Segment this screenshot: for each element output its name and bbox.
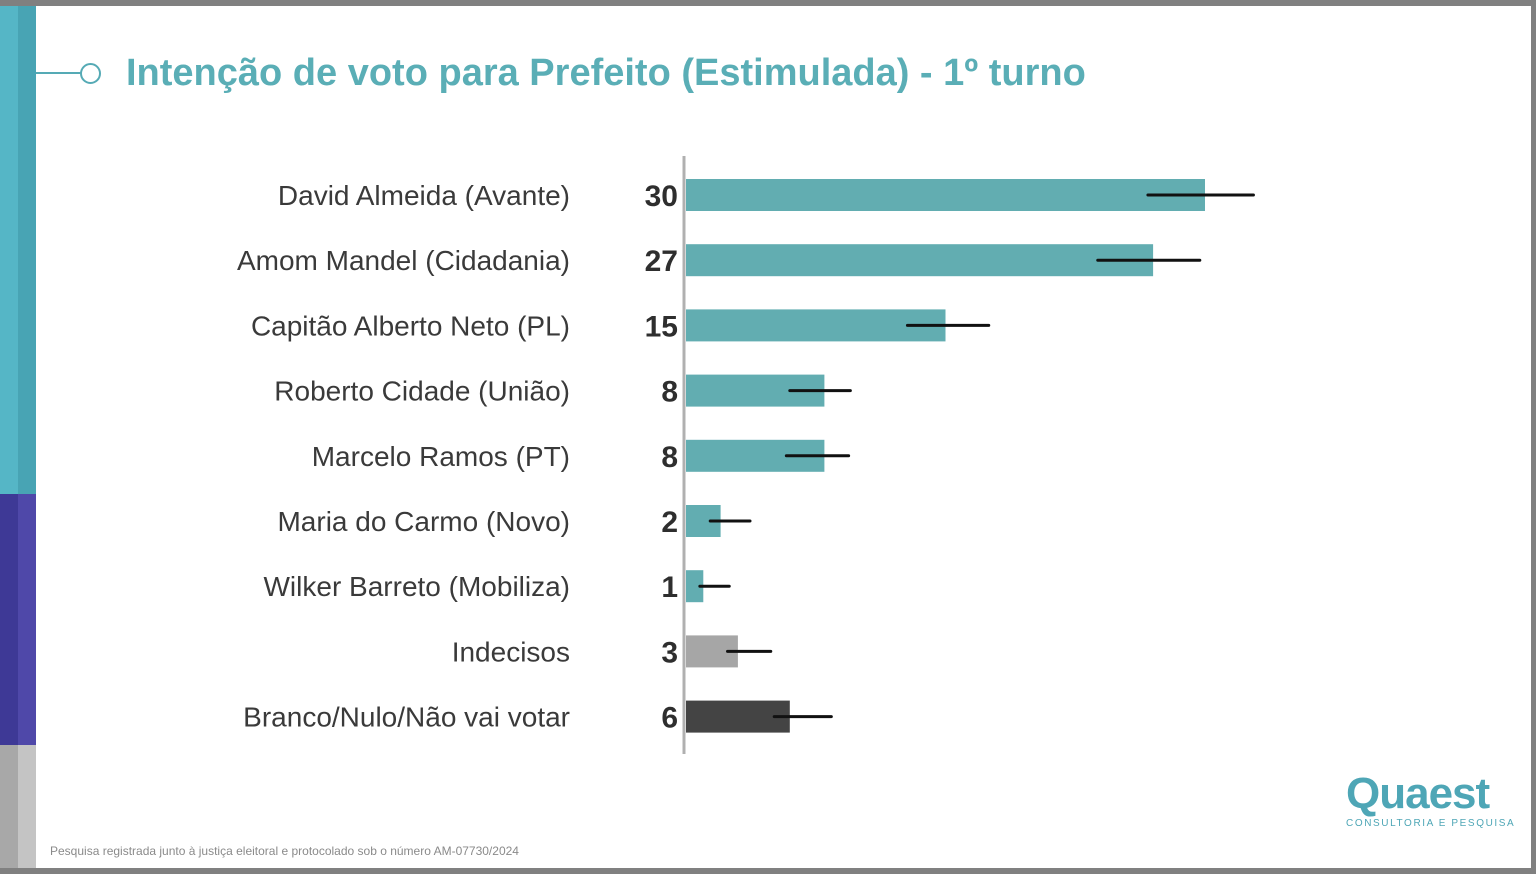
- logo-name: Quaest: [1346, 769, 1490, 818]
- value-label: 1: [661, 571, 678, 604]
- footnote: Pesquisa registrada junto à justiça elei…: [50, 844, 519, 858]
- value-label: 27: [645, 245, 678, 278]
- quaest-logo: Quaest CONSULTORIA E PESQUISA: [1346, 769, 1516, 830]
- value-label: 15: [645, 310, 678, 343]
- category-label: Capitão Alberto Neto (PL): [251, 310, 570, 341]
- logo-tagline: CONSULTORIA E PESQUISA: [1346, 818, 1516, 829]
- value-label: 6: [661, 702, 678, 735]
- side-stripe-gray: [0, 745, 36, 868]
- bar-chart: David Almeida (Avante) 30 Amom Mandel (Cid…: [237, 156, 1255, 754]
- bar: [686, 570, 704, 603]
- category-label: Wilker Barreto (Mobiliza): [264, 571, 571, 602]
- chart-title: Intenção de voto para Prefeito (Estimula…: [126, 52, 1086, 94]
- value-label: 8: [661, 441, 678, 474]
- title-connector-line: [36, 72, 81, 74]
- value-label: 8: [661, 376, 678, 409]
- value-label: 2: [661, 506, 678, 539]
- category-label: David Almeida (Avante): [278, 180, 570, 211]
- side-stripe-teal: [0, 6, 36, 494]
- category-label: Branco/Nulo/Não vai votar: [243, 702, 570, 733]
- category-label: Roberto Cidade (União): [274, 376, 570, 407]
- category-label: Amom Mandel (Cidadania): [237, 245, 570, 276]
- bar: [686, 700, 790, 733]
- value-label: 30: [645, 180, 678, 213]
- category-label: Indecisos: [452, 636, 570, 667]
- value-label: 3: [661, 636, 678, 669]
- bar: [686, 309, 946, 342]
- side-stripe-purple: [0, 494, 36, 745]
- category-label: Maria do Carmo (Novo): [277, 506, 570, 537]
- bar: [686, 179, 1205, 211]
- bar: [686, 244, 1154, 277]
- title-circle-icon: [80, 63, 101, 84]
- slide: Intenção de voto para Prefeito (Estimula…: [0, 6, 1531, 868]
- category-label: Marcelo Ramos (PT): [312, 441, 570, 472]
